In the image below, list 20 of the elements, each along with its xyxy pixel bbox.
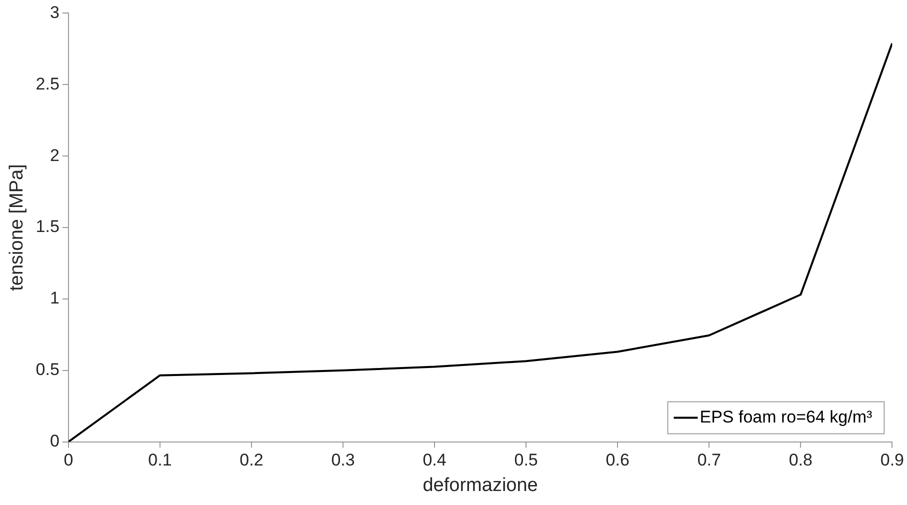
x-tick-label: 0.1: [148, 450, 172, 470]
x-axis-title: deformazione: [422, 474, 538, 496]
y-tick-label: 1.5: [36, 217, 60, 236]
x-tick-label: 0.5: [514, 450, 538, 470]
x-tick-label: 0.4: [422, 450, 446, 470]
x-tick-label: 0.6: [606, 450, 630, 470]
y-axis-title: tensione [MPa]: [6, 164, 28, 291]
x-tick-label: 0.8: [788, 450, 812, 470]
legend-label: EPS foam ro=64 kg/m³: [700, 407, 873, 426]
x-tick-label: 0.7: [697, 450, 721, 470]
y-tick-label: 3: [50, 2, 60, 22]
x-tick-label: 0.9: [880, 450, 904, 470]
y-tick-label: 1: [50, 288, 60, 308]
x-tick-label: 0.3: [331, 450, 355, 470]
x-tick-label: 0: [64, 450, 74, 470]
y-tick-label: 2: [50, 146, 60, 165]
y-tick-label: 2.5: [36, 74, 60, 94]
y-tick-label: 0: [50, 431, 60, 450]
y-tick-label: 0.5: [36, 360, 60, 380]
x-tick-label: 0.2: [240, 450, 264, 470]
